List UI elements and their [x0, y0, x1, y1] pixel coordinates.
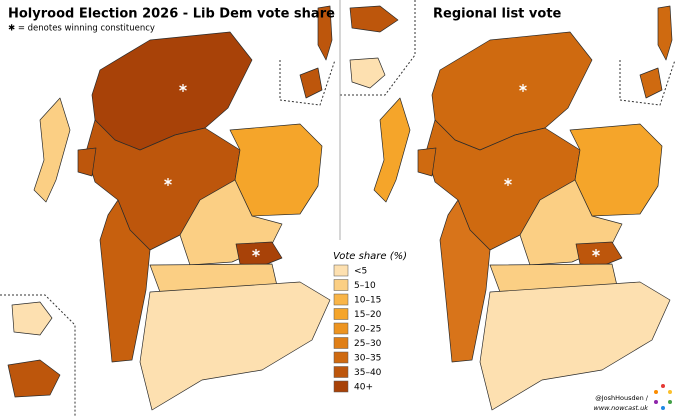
legend-label: <5: [354, 267, 367, 277]
note: ✱ = denotes winning constituency: [8, 24, 155, 34]
credit: @JoshHousden /: [595, 394, 649, 402]
legend-swatch: [333, 366, 349, 378]
legend-label: 30–35: [354, 354, 381, 364]
legend-label: 5–10: [354, 281, 376, 291]
logo: [654, 384, 672, 410]
legend-swatch: [333, 293, 349, 306]
left-title: Holyrood Election 2026 - Lib Dem vote sh…: [8, 7, 335, 22]
legend-swatch: [333, 322, 349, 335]
legend-title: Vote share (%): [333, 251, 407, 262]
legend-label: 20–25: [354, 325, 381, 335]
legend-swatch: [333, 279, 349, 291]
legend-swatch: [333, 264, 349, 277]
left-map: [0, 5, 336, 417]
right-title: Regional list vote: [433, 7, 562, 22]
legend-label: 25–30: [354, 339, 382, 349]
legend-label: 15–20: [354, 310, 382, 320]
legend-swatch: [333, 380, 349, 393]
legend: <5 5–10 10–15 15–20 20–25 25–30 30–35 35–40 40+: [333, 264, 382, 393]
legend-label: 10–15: [354, 296, 381, 306]
legend-label: 35–40: [354, 368, 382, 378]
legend-swatch: [333, 351, 349, 364]
legend-label: 40+: [354, 383, 373, 393]
right-map: [340, 0, 676, 411]
legend-swatch: [333, 337, 349, 349]
legend-swatch: [333, 308, 349, 320]
credit: www.nowcast.uk: [594, 404, 649, 412]
